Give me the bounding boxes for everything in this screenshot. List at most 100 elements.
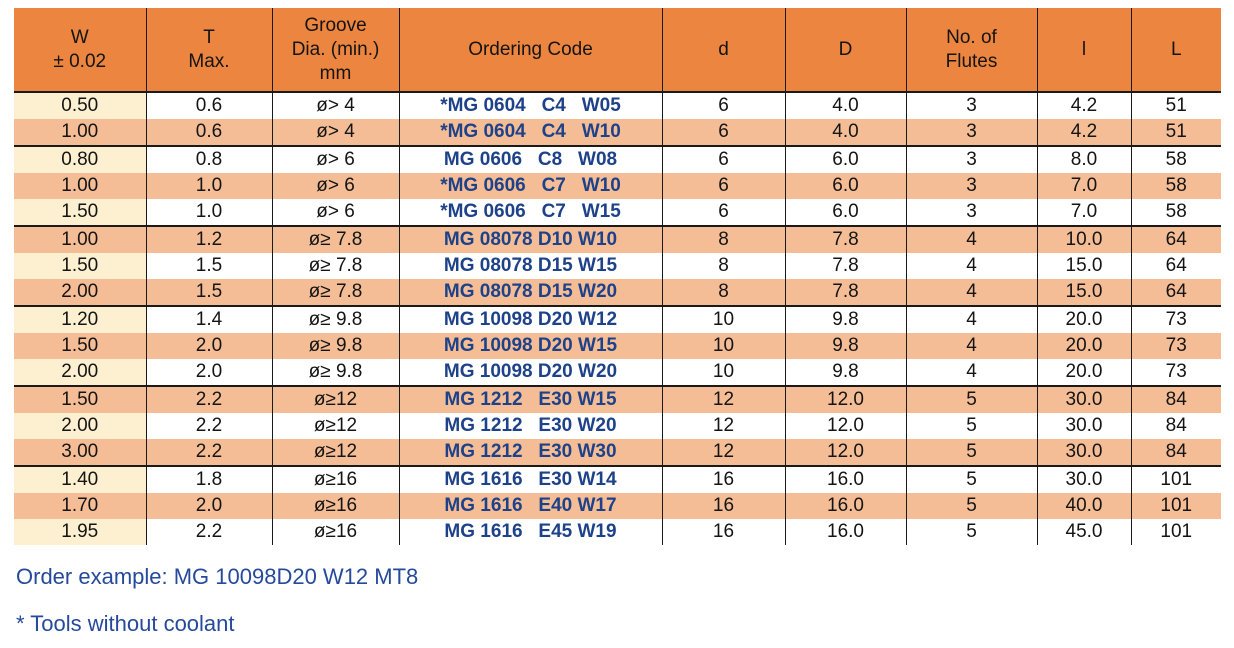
header-w: W ± 0.02	[14, 8, 147, 93]
cell-groove-dia: ø> 4	[272, 92, 400, 119]
cell-small-l: 30.0	[1037, 465, 1132, 493]
cell-small-l: 40.0	[1037, 493, 1132, 519]
cell-groove-dia: ø≥ 9.8	[272, 359, 400, 386]
cell-big-d: 12.0	[785, 413, 907, 439]
cell-big-l: 73	[1131, 359, 1221, 386]
cell-big-d: 16.0	[785, 465, 907, 493]
cell-t-max: 1.0	[146, 199, 273, 226]
cell-flutes: 5	[906, 493, 1038, 519]
cell-d-shank: 10	[662, 305, 786, 333]
cell-t-max: 2.2	[146, 519, 273, 545]
cell-small-l: 30.0	[1037, 413, 1132, 439]
header-t-max: T Max.	[146, 8, 273, 93]
cell-groove-dia: ø≥ 7.8	[272, 279, 400, 306]
cell-flutes: 4	[906, 225, 1038, 253]
header-small-l: l	[1037, 8, 1132, 93]
cell-small-l: 30.0	[1037, 385, 1132, 413]
cell-groove-dia: ø≥12	[272, 385, 400, 413]
cell-small-l: 8.0	[1037, 145, 1132, 173]
cell-big-l: 84	[1131, 439, 1221, 466]
cell-groove-dia: ø≥ 9.8	[272, 305, 400, 333]
cell-ordering-code: MG 10098 D20 W20	[399, 359, 663, 386]
cell-d-shank: 12	[662, 439, 786, 466]
cell-w: 2.00	[14, 279, 147, 306]
cell-big-l: 101	[1131, 465, 1221, 493]
cell-groove-dia: ø≥16	[272, 519, 400, 545]
table-row: 1.40 1.8 ø≥16 MG 1616 E30 W14 16 16.0 5 …	[14, 465, 1221, 493]
cell-w: 1.50	[14, 385, 147, 413]
cell-t-max: 1.5	[146, 279, 273, 306]
spec-table: W ± 0.02 T Max. Groove Dia. (min.) mm Or…	[14, 8, 1221, 545]
cell-big-l: 64	[1131, 253, 1221, 279]
cell-d-shank: 16	[662, 519, 786, 545]
cell-ordering-code: MG 08078 D15 W15	[399, 253, 663, 279]
header-no-of-flutes: No. of Flutes	[906, 8, 1038, 93]
cell-flutes: 3	[906, 199, 1038, 226]
cell-ordering-code: MG 08078 D10 W10	[399, 225, 663, 253]
cell-w: 3.00	[14, 439, 147, 466]
cell-d-shank: 6	[662, 92, 786, 119]
cell-d-shank: 12	[662, 385, 786, 413]
cell-flutes: 5	[906, 413, 1038, 439]
cell-big-l: 73	[1131, 333, 1221, 359]
cell-flutes: 5	[906, 439, 1038, 466]
cell-t-max: 1.4	[146, 305, 273, 333]
cell-big-d: 9.8	[785, 305, 907, 333]
cell-big-l: 73	[1131, 305, 1221, 333]
cell-groove-dia: ø> 6	[272, 145, 400, 173]
cell-groove-dia: ø≥ 9.8	[272, 333, 400, 359]
cell-t-max: 1.8	[146, 465, 273, 493]
table-row: 1.50 1.0 ø> 6 *MG 0606 C7 W15 6 6.0 3 7.…	[14, 199, 1221, 226]
cell-d-shank: 10	[662, 333, 786, 359]
cell-ordering-code: MG 1212 E30 W15	[399, 385, 663, 413]
header-groove-dia: Groove Dia. (min.) mm	[272, 8, 400, 93]
cell-flutes: 3	[906, 173, 1038, 199]
cell-w: 1.00	[14, 225, 147, 253]
cell-d-shank: 6	[662, 119, 786, 146]
cell-ordering-code: MG 1616 E45 W19	[399, 519, 663, 545]
cell-groove-dia: ø≥ 7.8	[272, 225, 400, 253]
cell-flutes: 4	[906, 253, 1038, 279]
order-example-text: Order example: MG 10098D20 W12 MT8	[16, 564, 419, 589]
cell-small-l: 10.0	[1037, 225, 1132, 253]
cell-small-l: 20.0	[1037, 359, 1132, 386]
cell-small-l: 4.2	[1037, 119, 1132, 146]
cell-big-l: 64	[1131, 225, 1221, 253]
cell-big-l: 84	[1131, 385, 1221, 413]
cell-big-d: 6.0	[785, 145, 907, 173]
cell-ordering-code: MG 1616 E40 W17	[399, 493, 663, 519]
cell-t-max: 1.0	[146, 173, 273, 199]
cell-big-d: 16.0	[785, 493, 907, 519]
table-row: 1.50 2.0 ø≥ 9.8 MG 10098 D20 W15 10 9.8 …	[14, 333, 1221, 359]
cell-t-max: 1.5	[146, 253, 273, 279]
table-row: 2.00 2.0 ø≥ 9.8 MG 10098 D20 W20 10 9.8 …	[14, 359, 1221, 386]
cell-big-d: 7.8	[785, 253, 907, 279]
cell-d-shank: 16	[662, 465, 786, 493]
table-row: 0.50 0.6 ø> 4 *MG 0604 C4 W05 6 4.0 3 4.…	[14, 92, 1221, 119]
cell-t-max: 2.2	[146, 385, 273, 413]
cell-w: 1.50	[14, 199, 147, 226]
cell-groove-dia: ø≥12	[272, 413, 400, 439]
table-row: 0.80 0.8 ø> 6 MG 0606 C8 W08 6 6.0 3 8.0…	[14, 145, 1221, 173]
cell-flutes: 4	[906, 359, 1038, 386]
cell-w: 2.00	[14, 359, 147, 386]
header-big-d: D	[785, 8, 907, 93]
cell-big-l: 64	[1131, 279, 1221, 306]
cell-big-d: 7.8	[785, 225, 907, 253]
spec-table-body: 0.50 0.6 ø> 4 *MG 0604 C4 W05 6 4.0 3 4.…	[14, 92, 1221, 545]
cell-small-l: 45.0	[1037, 519, 1132, 545]
cell-flutes: 3	[906, 92, 1038, 119]
cell-w: 2.00	[14, 413, 147, 439]
cell-small-l: 7.0	[1037, 199, 1132, 226]
table-row: 2.00 2.2 ø≥12 MG 1212 E30 W20 12 12.0 5 …	[14, 413, 1221, 439]
cell-t-max: 1.2	[146, 225, 273, 253]
cell-big-l: 51	[1131, 92, 1221, 119]
table-row: 2.00 1.5 ø≥ 7.8 MG 08078 D15 W20 8 7.8 4…	[14, 279, 1221, 306]
cell-small-l: 20.0	[1037, 333, 1132, 359]
coolant-footnote: * Tools without coolant	[16, 611, 235, 636]
cell-w: 1.00	[14, 173, 147, 199]
cell-groove-dia: ø≥ 7.8	[272, 253, 400, 279]
cell-big-l: 84	[1131, 413, 1221, 439]
cell-ordering-code: MG 10098 D20 W12	[399, 305, 663, 333]
cell-ordering-code: *MG 0604 C4 W05	[399, 92, 663, 119]
